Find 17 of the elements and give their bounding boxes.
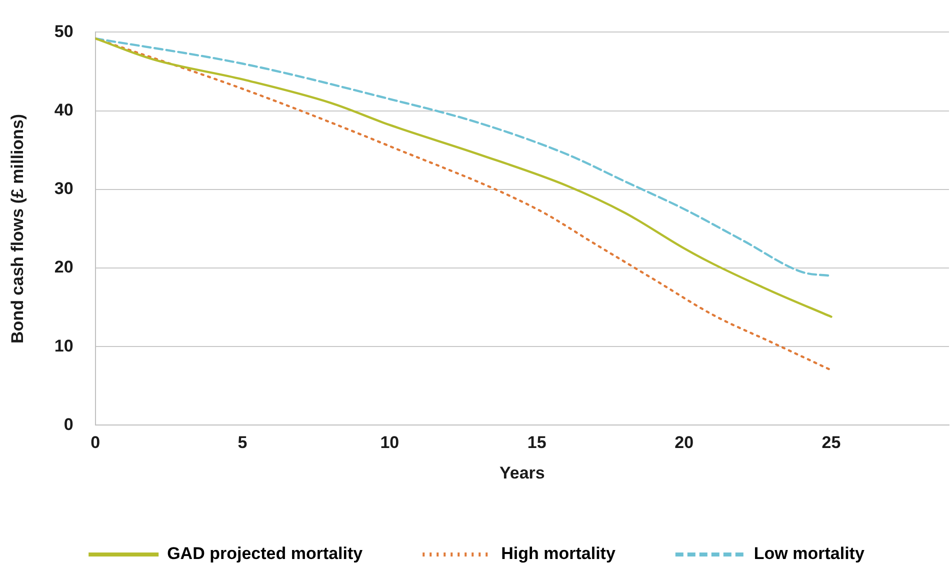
x-tick-label: 15 (527, 433, 546, 452)
y-tick-label: 0 (64, 414, 74, 434)
y-tick-label: 10 (54, 336, 74, 356)
legend-label: High mortality (501, 544, 616, 564)
x-tick-label: 25 (822, 433, 841, 452)
y-tick-label: 40 (54, 100, 74, 120)
y-tick-label: 20 (54, 258, 74, 277)
x-tick-label: 5 (238, 433, 248, 452)
x-axis-title: Years (499, 463, 545, 482)
x-tick-label: 10 (380, 433, 400, 452)
y-axis-title: Bond cash flows (£ millions) (8, 114, 27, 344)
y-tick-label: 30 (54, 179, 74, 198)
y-tick-label: 50 (54, 22, 74, 41)
legend-label: Low mortality (754, 544, 865, 564)
x-tick-label: 0 (90, 433, 100, 452)
legend-label: GAD projected mortality (167, 544, 364, 564)
x-tick-label: 20 (674, 433, 694, 452)
